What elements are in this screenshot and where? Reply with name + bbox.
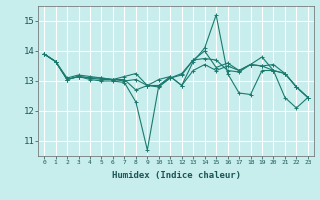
X-axis label: Humidex (Indice chaleur): Humidex (Indice chaleur) — [111, 171, 241, 180]
